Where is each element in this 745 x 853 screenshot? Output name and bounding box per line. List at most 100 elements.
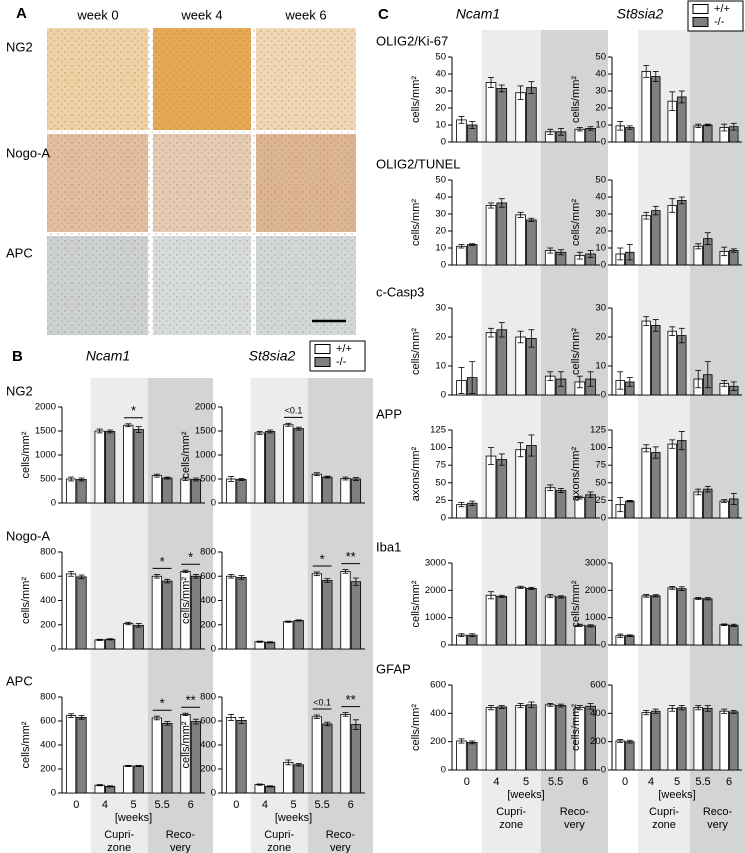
y-axis-label: cells/mm² — [20, 431, 32, 478]
bar — [123, 623, 134, 650]
error-bar — [153, 574, 160, 579]
error-bar — [267, 641, 274, 644]
y-tick-label: 600 — [200, 716, 216, 727]
error-bar — [643, 444, 650, 453]
legend-label: -/- — [336, 356, 347, 368]
bar — [76, 479, 87, 504]
error-bar — [488, 447, 495, 465]
error-bar — [576, 495, 583, 500]
error-bar — [669, 439, 676, 449]
bar — [515, 336, 526, 396]
y-axis-label: cells/mm² — [570, 76, 582, 123]
bar — [651, 76, 661, 143]
bar — [526, 704, 537, 771]
x-tick-label: 0 — [73, 799, 79, 811]
y-tick-label: 10 — [595, 361, 606, 372]
group-label: Cupri- — [104, 829, 134, 841]
row-title: NG2 — [6, 383, 33, 398]
y-tick-label: 75 — [435, 460, 446, 471]
y-tick-label: 0 — [441, 640, 446, 651]
bar — [651, 595, 661, 646]
error-bar — [267, 785, 274, 788]
y-axis-label: cells/mm² — [410, 580, 422, 627]
error-bar — [352, 477, 359, 481]
error-bar — [68, 476, 75, 482]
error-bar — [730, 623, 737, 627]
error-bar — [626, 499, 633, 503]
bar — [651, 210, 661, 266]
error-bar — [721, 380, 728, 387]
y-tick-label: 2000 — [195, 402, 216, 413]
error-bar — [704, 123, 711, 127]
error-bar — [617, 633, 624, 638]
x-axis-label: [weeks] — [115, 812, 152, 824]
y-tick-label: 30 — [435, 209, 446, 220]
bar — [225, 478, 237, 504]
error-bar — [324, 475, 331, 479]
bar — [625, 741, 635, 771]
bar — [585, 494, 596, 519]
bar — [667, 443, 677, 519]
y-tick-label: 0 — [51, 498, 56, 509]
error-bar — [153, 715, 160, 721]
error-bar — [135, 623, 142, 628]
y-axis-label: cells/mm² — [20, 577, 32, 624]
error-bar — [164, 578, 171, 584]
bar — [162, 723, 173, 794]
error-bar — [342, 569, 349, 574]
y-tick-label: 400 — [200, 595, 216, 606]
bar — [151, 717, 163, 794]
y-tick-label: 0 — [601, 260, 606, 271]
error-bar — [643, 211, 650, 220]
row-title: OLIG2/TUNEL — [376, 156, 461, 171]
y-tick-label: 50 — [595, 477, 606, 488]
bar — [133, 624, 144, 650]
error-bar — [678, 431, 685, 451]
error-bar — [704, 705, 711, 712]
y-tick-label: 40 — [595, 192, 606, 203]
error-bar — [469, 740, 476, 745]
y-tick-label: 25 — [435, 495, 446, 506]
group-label: very — [707, 819, 728, 831]
y-tick-label: 100 — [590, 442, 606, 453]
error-bar — [695, 243, 702, 250]
y-tick-label: 50 — [595, 175, 606, 186]
error-bar — [68, 571, 75, 577]
bar — [94, 784, 105, 794]
bar — [456, 245, 467, 266]
error-bar — [313, 472, 320, 477]
y-tick-label: 50 — [435, 175, 446, 186]
error-bar — [721, 123, 728, 132]
legend-swatch — [692, 4, 709, 14]
y-tick-label: 400 — [430, 708, 446, 719]
bar — [254, 784, 265, 794]
bar — [225, 717, 237, 794]
row-label: Nogo-A — [6, 145, 50, 160]
bar — [615, 740, 625, 771]
group-label: zone — [652, 819, 676, 831]
error-bar — [78, 574, 85, 580]
y-tick-label: 200 — [200, 619, 216, 630]
x-tick-label: 6 — [726, 776, 732, 788]
error-bar — [192, 574, 199, 579]
y-axis-label: cells/mm² — [570, 328, 582, 375]
error-bar — [704, 597, 711, 601]
error-bar — [182, 712, 189, 716]
error-bar — [557, 371, 564, 387]
error-bar — [652, 446, 659, 459]
y-tick-label: 0 — [51, 788, 56, 799]
error-bar — [704, 485, 711, 493]
y-tick-label: 30 — [595, 86, 606, 97]
gene-label: St8sia2 — [249, 348, 296, 364]
bar — [693, 598, 703, 646]
error-bar — [238, 478, 245, 481]
y-tick-label: 500 — [40, 474, 56, 485]
error-bar — [547, 247, 554, 254]
y-tick-label: 0 — [601, 640, 606, 651]
y-tick-label: 800 — [40, 547, 56, 558]
error-bar — [617, 497, 624, 513]
y-tick-label: 20 — [595, 226, 606, 237]
error-bar — [498, 198, 505, 208]
y-tick-label: 0 — [441, 137, 446, 148]
bar — [311, 473, 322, 504]
